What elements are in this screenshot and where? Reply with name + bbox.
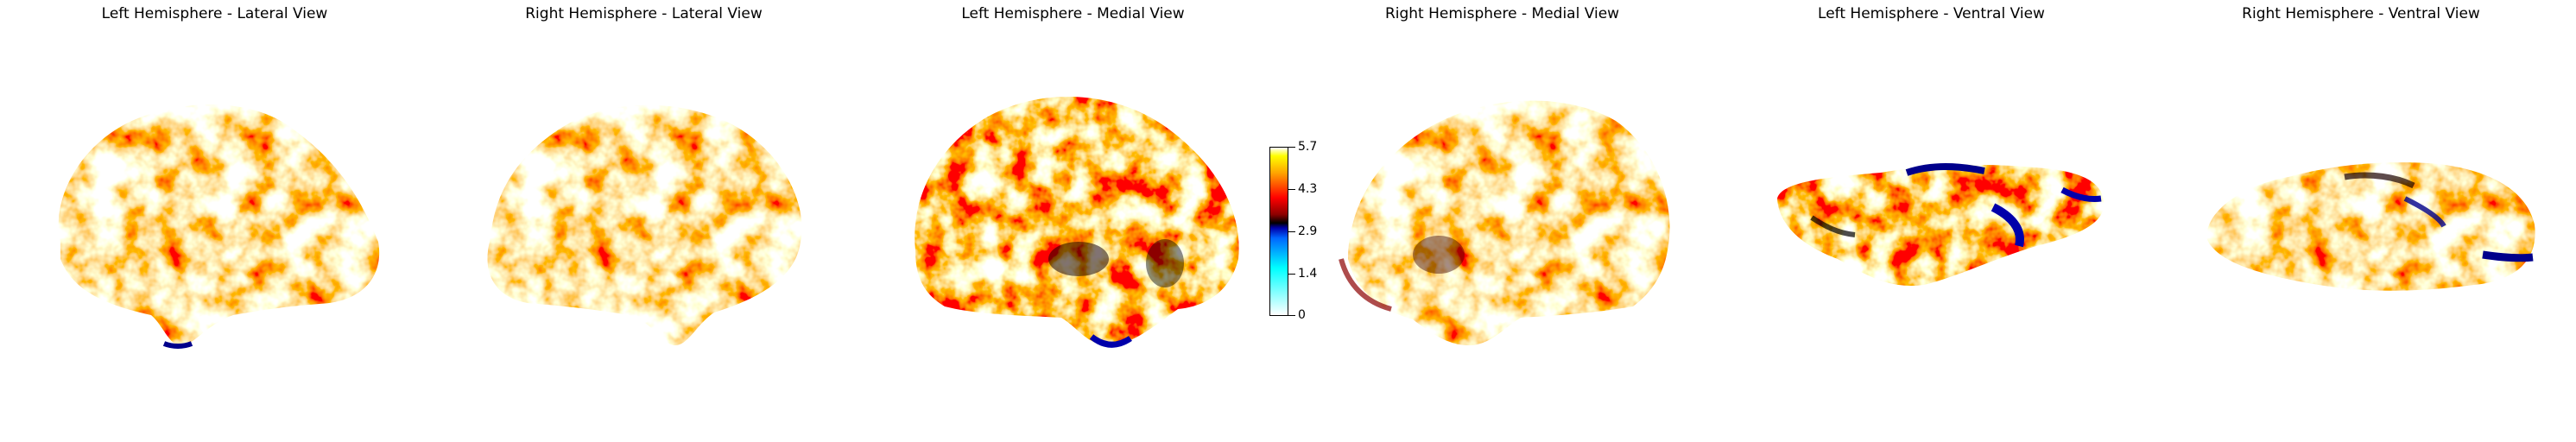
panel-title: Right Hemisphere - Ventral View [2242, 5, 2480, 22]
colorbar-tick-label: 2.9 [1298, 224, 1318, 238]
panel-right-ventral: Right Hemisphere - Ventral View [2146, 0, 2576, 442]
colorbar [1269, 147, 1288, 316]
colorbar-tick [1288, 274, 1295, 275]
left-ventral-brain-surface [1777, 163, 2104, 286]
left-medial-brain-surface [915, 97, 1239, 348]
colorbar-tick-label: 1.4 [1298, 267, 1318, 281]
panel-right-medial: Right Hemisphere - Medial View [1288, 0, 1717, 442]
colorbar-tick-label: 4.3 [1298, 182, 1318, 196]
panel-right-lateral: Right Hemisphere - Lateral View [429, 0, 858, 442]
panel-left-lateral: Left Hemisphere - Lateral View [0, 0, 429, 442]
panel-left-ventral: Left Hemisphere - Ventral View [1717, 0, 2146, 442]
right-ventral-brain-surface [2206, 162, 2535, 291]
panel-title: Left Hemisphere - Medial View [961, 5, 1185, 22]
panel-title: Right Hemisphere - Medial View [1384, 5, 1620, 22]
left-lateral-brain-surface [58, 104, 380, 349]
colorbar-tick [1288, 315, 1295, 316]
right-medial-brain-surface [1339, 100, 1670, 346]
colorbar-tick [1288, 147, 1295, 148]
panel-left-medial: Left Hemisphere - Medial View [858, 0, 1288, 442]
colorbar-tick [1288, 231, 1295, 232]
right-lateral-brain-surface [487, 104, 802, 346]
colorbar-tick [1288, 189, 1295, 190]
colorbar-tick-label: 5.7 [1298, 140, 1318, 154]
panel-title: Left Hemisphere - Ventral View [1818, 5, 2045, 22]
panel-title: Right Hemisphere - Lateral View [525, 5, 763, 22]
panel-title: Left Hemisphere - Lateral View [101, 5, 328, 22]
colorbar-tick-label: 0 [1298, 308, 1306, 322]
